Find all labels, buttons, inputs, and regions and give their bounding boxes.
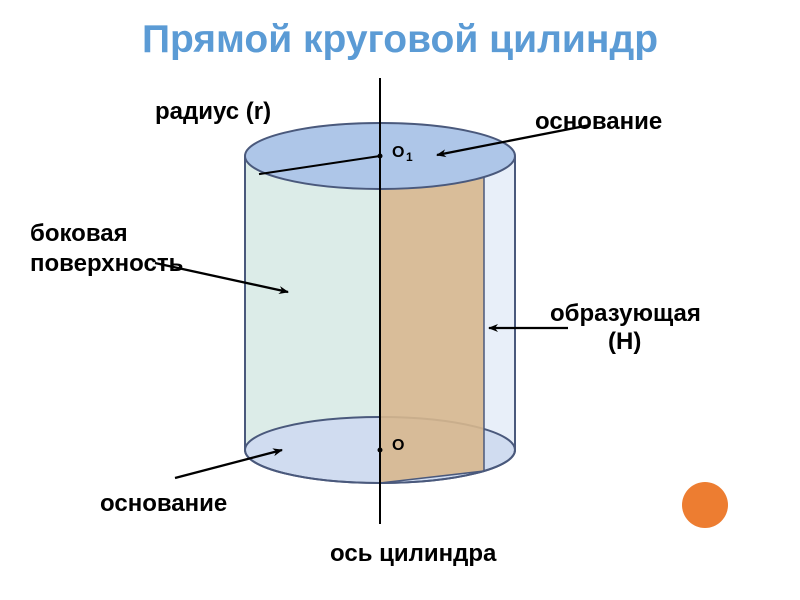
label-bottom-base: основание (100, 490, 227, 519)
label-generatrix-line2: (H) (608, 328, 641, 357)
label-o1-subscript: 1 (406, 150, 413, 164)
label-o1: О (392, 143, 404, 162)
label-generatrix-line1: образующая (550, 300, 701, 329)
label-lateral-line2: поверхность (30, 250, 183, 279)
label-axis: ось цилиндра (330, 540, 496, 569)
label-o: О (392, 436, 404, 455)
page-title: Прямой круговой цилиндр (0, 18, 800, 62)
label-radius: радиус (r) (155, 98, 271, 127)
label-lateral-line1: боковая (30, 220, 128, 249)
label-top-base: основание (535, 108, 662, 137)
